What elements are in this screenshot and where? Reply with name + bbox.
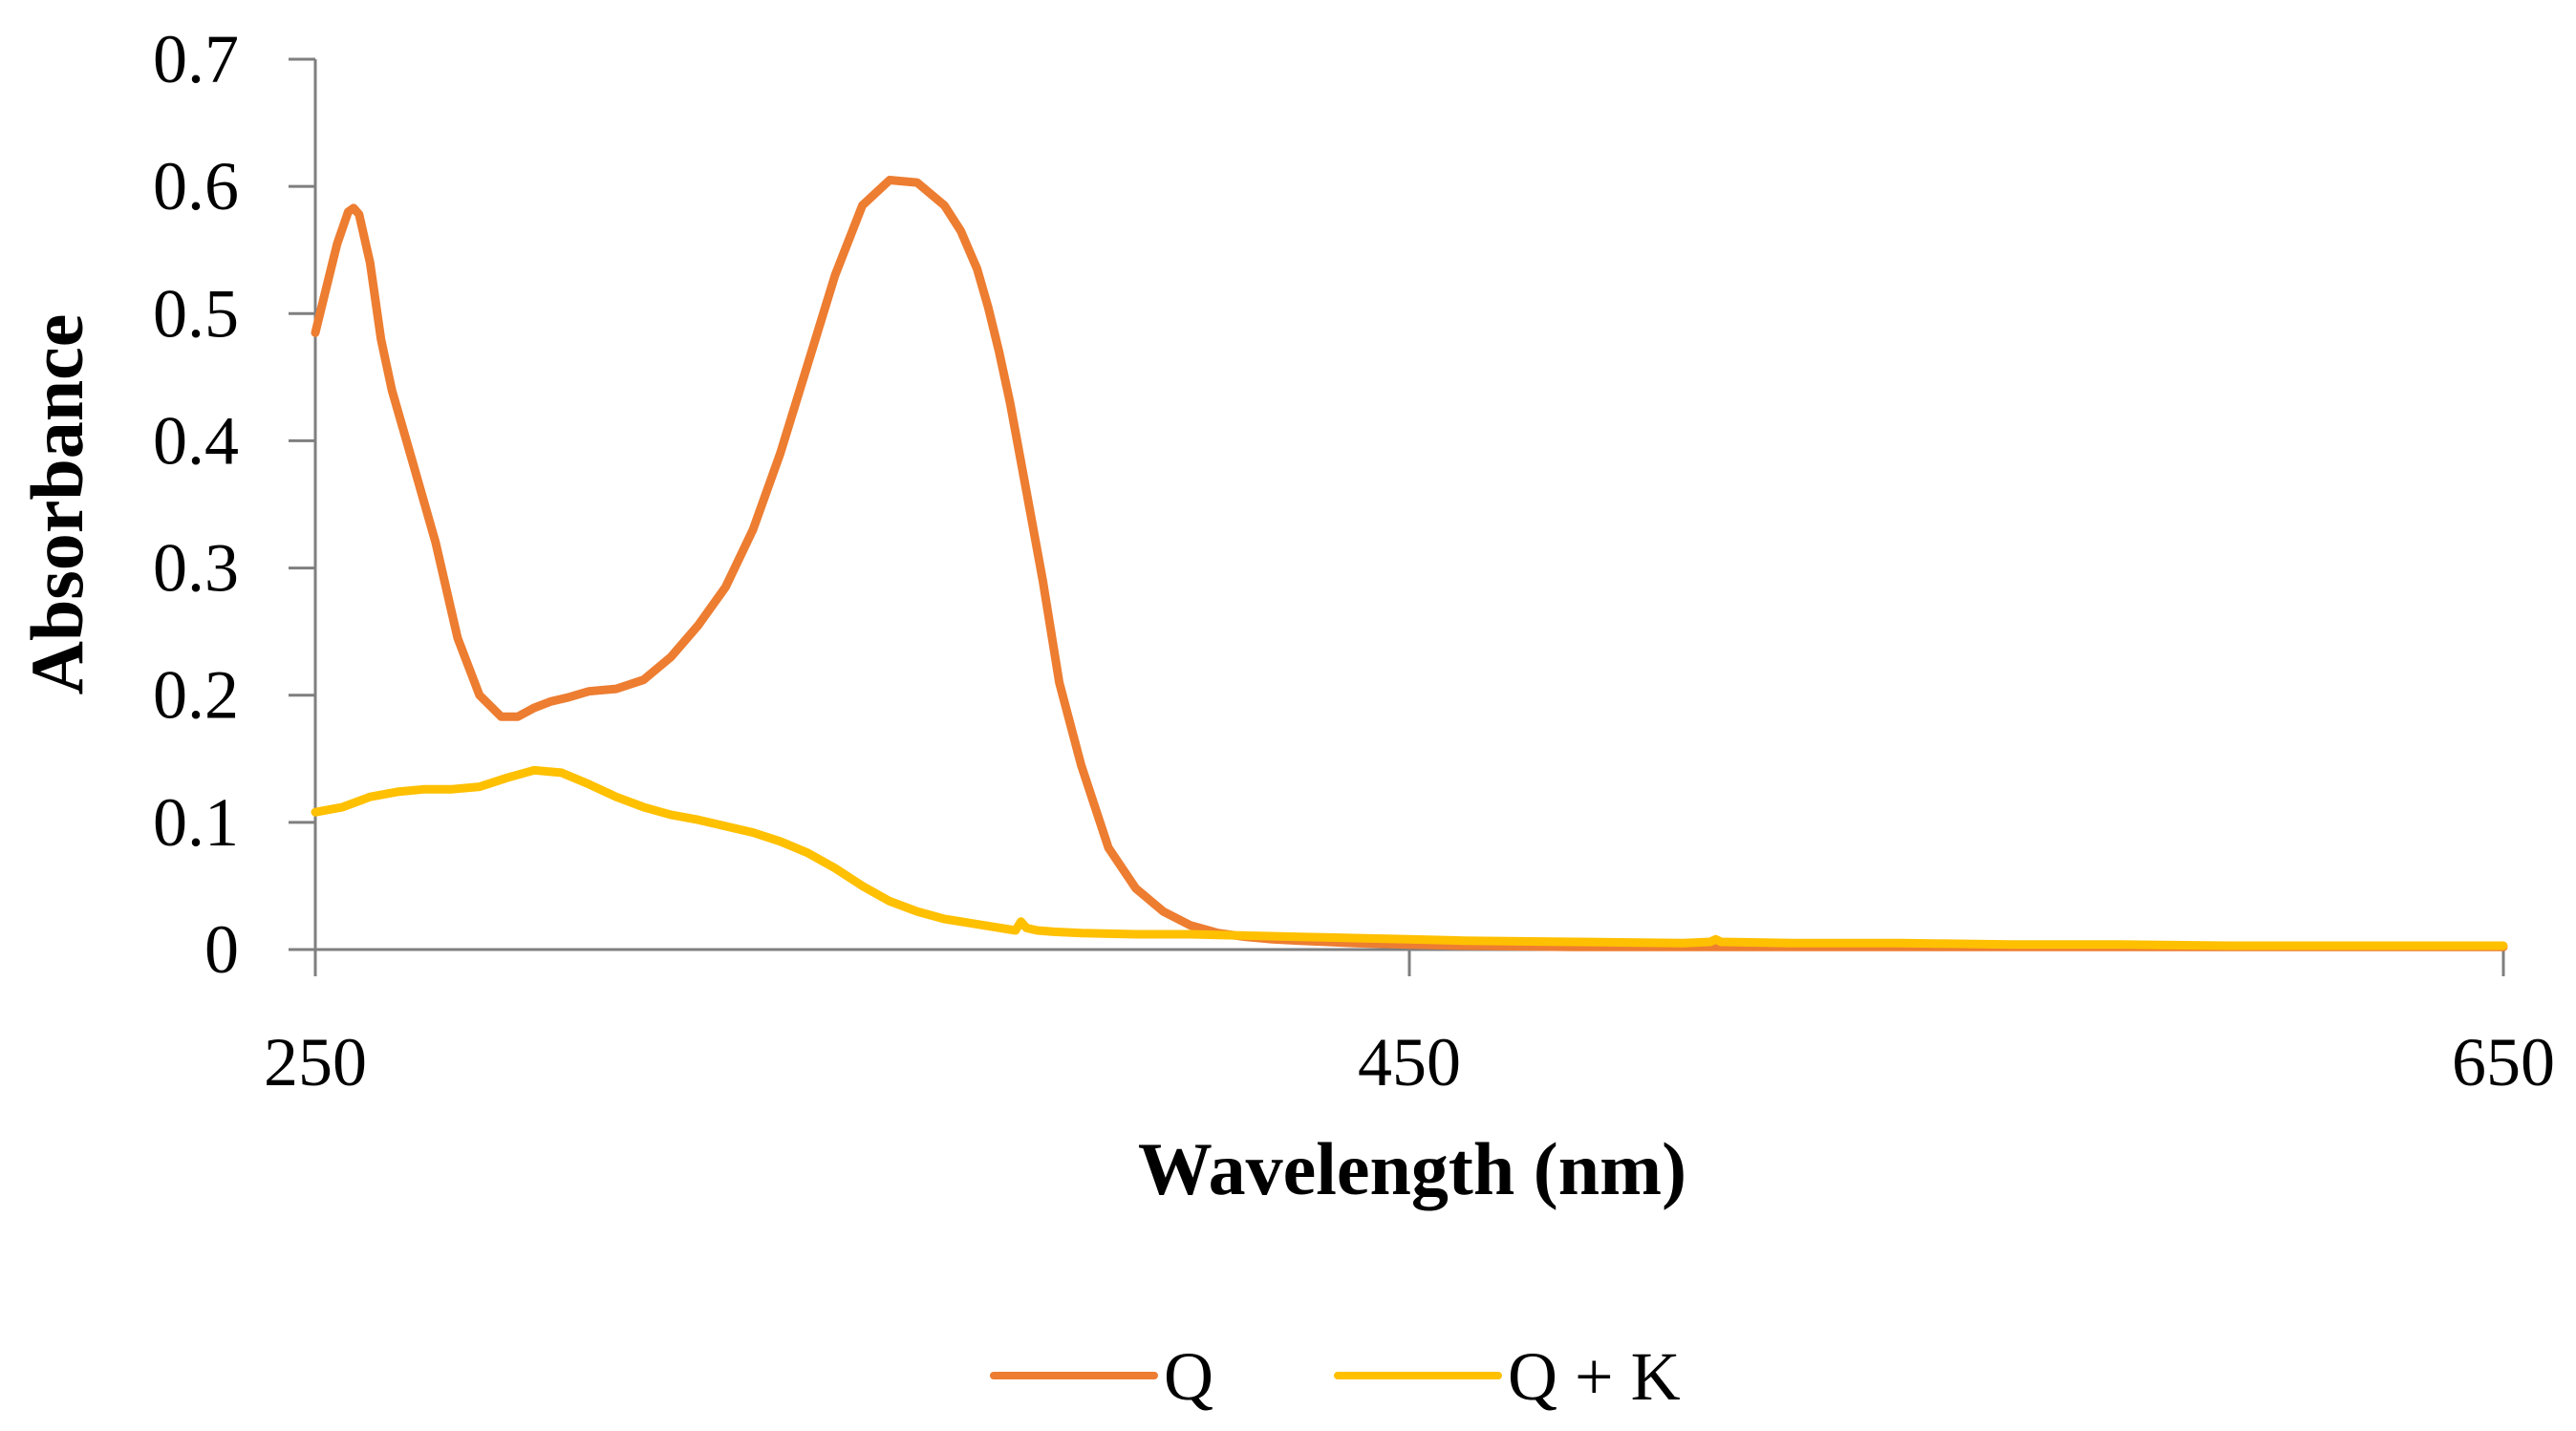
series-line-q-plus-k [311,765,2508,950]
legend-label-q: Q [1164,1338,1213,1415]
y-tick-label: 0 [204,911,239,988]
y-tick-label: 0.2 [153,657,239,734]
y-axis-ticks: 0 0.1 0.2 0.3 0.4 0.5 0.6 0.7 [153,21,315,988]
y-tick-label: 0.6 [153,148,239,224]
x-tick-label: 250 [264,1024,367,1100]
y-tick-label: 0.4 [153,402,239,479]
series-layer [311,176,2508,951]
y-tick-label: 0.1 [153,784,239,861]
x-tick-label: 450 [1358,1024,1461,1100]
y-tick-label: 0.7 [153,21,239,97]
legend: Q Q + K [990,1338,1681,1415]
y-axis-title: Absorbance [15,314,98,695]
x-axis-ticks: 250 450 650 [264,950,2555,1100]
x-tick-label: 650 [2452,1024,2555,1100]
y-tick-label: 0.5 [153,275,239,352]
x-axis-title: Wavelength (nm) [1138,1127,1686,1210]
series-line-q [311,176,2508,951]
y-tick-label: 0.3 [153,530,239,607]
legend-label-q-plus-k: Q + K [1508,1338,1681,1415]
